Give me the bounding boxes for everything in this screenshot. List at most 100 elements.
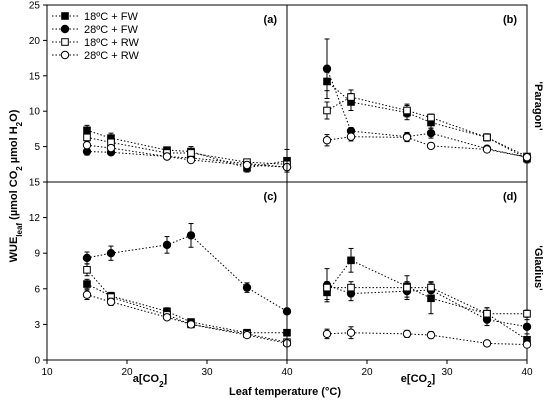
y-tick-label: 15 xyxy=(29,178,41,189)
legend-marker xyxy=(61,12,69,20)
row-label-bottom: 'Gladius' xyxy=(532,245,544,291)
data-point xyxy=(242,330,252,340)
series-18-c-rw xyxy=(323,281,531,321)
row-label-top: 'Paragon' xyxy=(532,81,544,131)
series-line xyxy=(326,332,528,346)
data-point xyxy=(483,133,491,142)
y-tick-label: 5 xyxy=(34,142,40,153)
data-point xyxy=(523,309,531,318)
panel-a: 5 10 15 20 25 (a) xyxy=(29,1,292,183)
legend-marker xyxy=(60,50,70,60)
data-point xyxy=(522,153,532,162)
data-point xyxy=(187,149,195,157)
series-18-c-fw xyxy=(83,278,291,337)
data-point xyxy=(427,113,435,122)
x-tick-label: 10 xyxy=(41,367,53,378)
panel-label: (b) xyxy=(503,14,517,26)
panel-b: (b) xyxy=(286,4,532,183)
legend-label: 28ºC + FW xyxy=(84,24,138,36)
series-line xyxy=(326,68,528,158)
data-point xyxy=(83,126,91,135)
series-line xyxy=(86,151,288,168)
series-line xyxy=(86,129,288,169)
legend-label: 18ºC + FW xyxy=(84,11,138,23)
data-point xyxy=(323,283,331,292)
series-28-c-rw xyxy=(82,140,292,172)
legend-marker xyxy=(61,38,69,46)
series-line xyxy=(326,284,528,328)
legend-label: 18ºC + RW xyxy=(84,37,139,49)
data-point xyxy=(83,266,91,274)
data-point xyxy=(426,128,436,138)
x-axis-label: Leaf temperature (°C) xyxy=(229,386,341,398)
data-point xyxy=(427,283,435,292)
series-line xyxy=(86,269,288,343)
data-point xyxy=(162,240,172,250)
data-point xyxy=(403,283,411,292)
panel-label: (d) xyxy=(503,191,517,203)
data-point xyxy=(162,152,172,161)
x-tick-label: 30 xyxy=(441,367,453,378)
data-point xyxy=(346,328,356,337)
panel-frame xyxy=(286,181,528,361)
series-line xyxy=(86,144,288,168)
series-28-c-rw xyxy=(322,326,532,349)
column-label-right: e[CO2] xyxy=(401,373,436,389)
data-point xyxy=(186,155,196,165)
legend-entry: 28ºC + FW xyxy=(52,24,138,36)
panel-frame xyxy=(286,4,528,183)
y-tick-label: 12 xyxy=(29,213,41,224)
y-tick-label: 25 xyxy=(29,1,41,12)
panel-frame xyxy=(46,181,288,361)
data-point xyxy=(162,313,172,322)
y-tick-label: 6 xyxy=(34,284,40,295)
panel-d: 20 30 40 (d) xyxy=(286,181,533,378)
data-point xyxy=(346,132,356,141)
y-tick-label: 10 xyxy=(29,107,41,118)
series-line xyxy=(326,96,528,157)
data-point xyxy=(106,249,116,258)
y-tick-label: 3 xyxy=(34,320,40,331)
x-tick-label: 20 xyxy=(361,367,373,378)
series-line xyxy=(326,136,528,158)
x-tick-label: 40 xyxy=(281,367,293,378)
data-point xyxy=(242,283,252,292)
series-18-c-fw xyxy=(323,71,531,164)
data-point xyxy=(482,339,492,348)
series-28-c-fw xyxy=(322,268,532,335)
data-point xyxy=(323,106,331,115)
panel-label: (a) xyxy=(264,14,278,26)
data-point xyxy=(347,283,355,292)
y-tick-label: 20 xyxy=(29,36,41,47)
panel-label: (c) xyxy=(264,191,278,203)
data-point xyxy=(322,136,332,145)
data-point xyxy=(402,329,412,339)
data-point xyxy=(82,290,92,299)
series-line xyxy=(86,234,288,312)
x-tick-label: 40 xyxy=(521,367,533,378)
data-point xyxy=(426,330,436,340)
series-line xyxy=(326,81,528,160)
data-point xyxy=(322,64,332,73)
series-line xyxy=(86,294,288,344)
data-point xyxy=(186,231,196,240)
data-point xyxy=(242,160,252,170)
data-point xyxy=(347,256,355,265)
panel-c: 0 3 6 9 12 15 10 20 30 40 (c) xyxy=(29,178,293,379)
series-line xyxy=(327,287,527,315)
data-point xyxy=(186,320,196,329)
data-point xyxy=(83,280,91,288)
x-tick-label: 30 xyxy=(201,367,213,378)
data-point xyxy=(402,133,412,142)
data-point xyxy=(426,141,436,151)
data-point xyxy=(322,329,332,339)
data-point xyxy=(82,253,92,263)
data-point xyxy=(483,309,491,318)
data-point xyxy=(82,140,92,150)
series-18-c-rw xyxy=(323,89,531,161)
legend-entry: 28ºC + RW xyxy=(52,50,139,62)
data-point xyxy=(522,322,532,331)
data-point xyxy=(482,145,492,154)
legend-marker xyxy=(60,24,70,34)
